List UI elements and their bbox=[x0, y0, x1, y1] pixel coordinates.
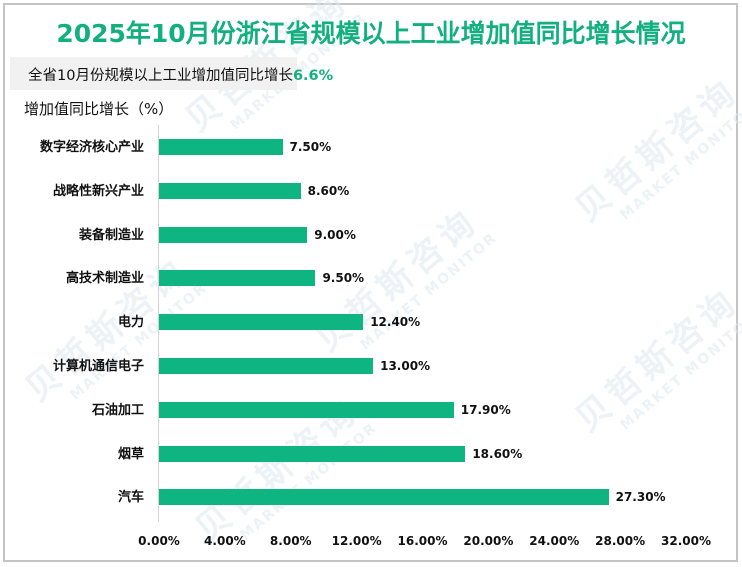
bar bbox=[159, 139, 283, 155]
summary-value: 6.6% bbox=[292, 68, 334, 84]
category-label: 计算机通信电子 bbox=[52, 359, 144, 374]
bar bbox=[159, 489, 609, 506]
bar bbox=[159, 358, 374, 374]
x-tick-label: 20.00% bbox=[463, 534, 514, 548]
x-tick-label: 4.00% bbox=[204, 534, 246, 548]
x-tick-label: 24.00% bbox=[529, 534, 580, 548]
chart-title: 2025年10月份浙江省规模以上工业增加值同比增长情况 bbox=[56, 19, 686, 48]
y-axis-line bbox=[158, 125, 159, 522]
x-tick-label: 8.00% bbox=[269, 534, 312, 548]
bar bbox=[159, 182, 301, 199]
value-label: 9.00% bbox=[314, 227, 356, 242]
summary-banner: 全省10月份规模以上工业增加值同比增长6.6% bbox=[10, 57, 333, 90]
category-label: 电力 bbox=[117, 315, 144, 331]
category-label: 战略性新兴产业 bbox=[52, 183, 144, 199]
bar-row: 烟草 18.60% bbox=[0, 445, 742, 464]
category-label: 数字经济核心产业 bbox=[39, 140, 144, 155]
x-tick-label: 12.00% bbox=[331, 534, 382, 548]
bar-row: 装备制造业 9.00% bbox=[0, 226, 742, 245]
x-tick-label: 28.00% bbox=[595, 534, 646, 548]
bar bbox=[159, 401, 454, 418]
value-label: 13.00% bbox=[380, 359, 431, 373]
value-label: 8.60% bbox=[307, 183, 350, 198]
bar bbox=[159, 445, 466, 462]
x-tick-label: 0.00% bbox=[138, 534, 180, 548]
summary-text: 全省10月份规模以上工业增加值同比增长6.6% bbox=[28, 68, 334, 84]
bar-row: 汽车 27.30% bbox=[0, 489, 742, 507]
x-tick-label: 32.00% bbox=[661, 534, 711, 548]
value-label: 12.40% bbox=[370, 315, 421, 330]
bar-row: 数字经济核心产业 7.50% bbox=[0, 139, 742, 157]
bar-row: 石油加工 17.90% bbox=[0, 401, 742, 420]
bar-row: 高技术制造业 9.50% bbox=[0, 270, 742, 288]
bar-row: 计算机通信电子 13.00% bbox=[0, 358, 742, 376]
bar-row: 战略性新兴产业 8.60% bbox=[0, 182, 742, 201]
category-label: 烟草 bbox=[117, 446, 144, 462]
category-label: 石油加工 bbox=[91, 402, 144, 418]
chart-frame bbox=[3, 3, 738, 562]
bar bbox=[159, 314, 364, 331]
value-label: 7.50% bbox=[289, 140, 332, 154]
bar bbox=[159, 270, 316, 287]
value-label: 18.60% bbox=[472, 446, 523, 461]
bar bbox=[159, 226, 308, 243]
value-label: 9.50% bbox=[322, 271, 365, 286]
value-label: 17.90% bbox=[460, 402, 511, 417]
bar-row: 电力 12.40% bbox=[0, 314, 742, 332]
y-axis-label: 增加值同比增长（%） bbox=[24, 100, 174, 118]
category-label: 装备制造业 bbox=[78, 227, 144, 243]
category-label: 高技术制造业 bbox=[65, 271, 144, 287]
value-label: 27.30% bbox=[615, 490, 666, 505]
category-label: 汽车 bbox=[117, 490, 144, 506]
x-tick-label: 16.00% bbox=[397, 534, 448, 548]
